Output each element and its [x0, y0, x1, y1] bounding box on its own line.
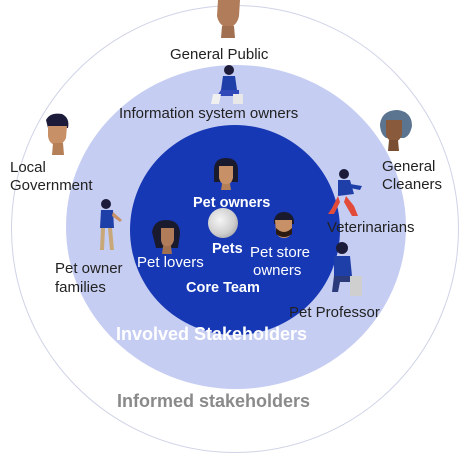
label-general-public: General Public [170, 46, 269, 63]
person-avatar-icon [214, 158, 238, 190]
label-pet-owner-families-line1: Pet owner [55, 260, 123, 277]
person-walking-icon [100, 199, 122, 250]
person-avatar-icon [152, 220, 180, 254]
person-running-icon [328, 169, 362, 216]
label-pet-professor: Pet Professor [289, 304, 380, 321]
label-info-system-owners: Information system owners [119, 105, 299, 122]
person-sitting-icon [211, 65, 243, 104]
label-local-government-line1: Local [10, 159, 46, 176]
person-avatar-icon [380, 110, 412, 151]
informed-ring-title: Informed stakeholders [117, 391, 311, 411]
label-pet-owners: Pet owners [193, 195, 271, 211]
person-avatar-icon [46, 113, 69, 155]
core-ring-title: Core Team [186, 280, 260, 296]
label-pet-owner-families-line2: families [55, 279, 106, 296]
label-general-cleaners-line1: General [382, 158, 436, 175]
person-avatar-icon [217, 0, 240, 38]
person-sitting-icon [332, 242, 362, 296]
label-pets: Pets [212, 241, 243, 257]
label-pet-lovers: Pet lovers [137, 254, 204, 271]
involved-ring-title: Involved Stakeholders [116, 324, 308, 344]
pet-photo-icon [208, 208, 238, 238]
label-pet-store-owners-line2: owners [253, 262, 302, 279]
person-avatar-icon [274, 212, 294, 238]
label-local-government-line2: Government [10, 177, 93, 194]
label-general-cleaners-line2: Cleaners [382, 176, 443, 193]
label-pet-store-owners-line1: Pet store [250, 244, 311, 261]
label-veterinarians: Veterinarians [327, 219, 415, 236]
